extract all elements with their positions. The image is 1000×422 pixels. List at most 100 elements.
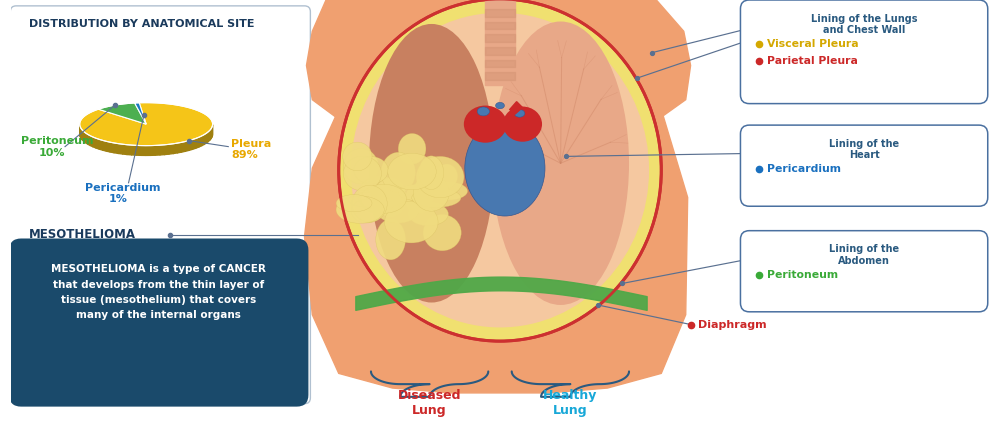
Text: Lining of the
Heart: Lining of the Heart <box>829 139 899 160</box>
Ellipse shape <box>354 157 388 184</box>
Polygon shape <box>485 34 515 42</box>
Polygon shape <box>103 141 106 151</box>
Ellipse shape <box>358 176 401 214</box>
Ellipse shape <box>369 24 494 303</box>
Ellipse shape <box>374 178 406 216</box>
Text: Visceral Pleura: Visceral Pleura <box>767 39 858 49</box>
Ellipse shape <box>376 197 419 223</box>
Polygon shape <box>118 143 123 154</box>
Polygon shape <box>185 141 189 151</box>
Text: Pleura: Pleura <box>231 139 271 149</box>
Polygon shape <box>306 0 691 139</box>
Text: Parietal Pleura: Parietal Pleura <box>767 56 858 65</box>
Ellipse shape <box>336 195 372 212</box>
Polygon shape <box>106 141 110 152</box>
Polygon shape <box>110 142 114 153</box>
Text: Lining of the Lungs
and Chest Wall: Lining of the Lungs and Chest Wall <box>811 14 917 35</box>
Polygon shape <box>199 136 202 147</box>
Polygon shape <box>202 135 204 146</box>
Ellipse shape <box>352 185 387 222</box>
Ellipse shape <box>339 0 661 341</box>
Polygon shape <box>86 133 88 144</box>
Ellipse shape <box>412 188 461 208</box>
Text: Peritoneum: Peritoneum <box>767 270 838 280</box>
Polygon shape <box>123 144 127 154</box>
Text: Peritoneum: Peritoneum <box>21 136 94 146</box>
FancyBboxPatch shape <box>740 125 988 206</box>
Ellipse shape <box>343 142 372 171</box>
Polygon shape <box>485 9 515 16</box>
Polygon shape <box>196 137 199 148</box>
Polygon shape <box>206 132 208 143</box>
Polygon shape <box>150 146 155 155</box>
Ellipse shape <box>376 219 405 260</box>
Text: many of the internal organs: many of the internal organs <box>76 310 241 320</box>
Ellipse shape <box>413 174 449 211</box>
Ellipse shape <box>492 22 629 305</box>
Ellipse shape <box>423 214 461 251</box>
Polygon shape <box>210 129 211 141</box>
Polygon shape <box>164 144 169 154</box>
Ellipse shape <box>496 103 504 109</box>
Polygon shape <box>177 142 181 153</box>
Polygon shape <box>99 139 103 150</box>
Ellipse shape <box>348 192 400 208</box>
Ellipse shape <box>416 157 464 198</box>
Polygon shape <box>141 146 146 155</box>
Polygon shape <box>136 146 141 155</box>
Polygon shape <box>173 143 177 154</box>
Polygon shape <box>485 72 515 80</box>
Text: MESOTHELIOMA is a type of CANCER: MESOTHELIOMA is a type of CANCER <box>51 264 266 274</box>
Text: Diaphragm: Diaphragm <box>698 319 767 330</box>
Polygon shape <box>476 0 522 43</box>
Polygon shape <box>485 47 515 55</box>
Polygon shape <box>96 138 99 149</box>
Text: Healthy
Lung: Healthy Lung <box>543 389 598 417</box>
Ellipse shape <box>405 184 432 213</box>
Ellipse shape <box>477 107 490 116</box>
Text: 1%: 1% <box>109 195 128 204</box>
Polygon shape <box>485 0 515 85</box>
Polygon shape <box>189 140 193 150</box>
Polygon shape <box>204 133 206 144</box>
Ellipse shape <box>336 196 384 223</box>
Ellipse shape <box>398 133 426 164</box>
Ellipse shape <box>464 106 507 143</box>
Text: Pericardium: Pericardium <box>85 183 160 193</box>
Polygon shape <box>90 136 93 147</box>
Text: tissue (mesothelium) that covers: tissue (mesothelium) that covers <box>61 295 256 305</box>
Ellipse shape <box>381 152 415 193</box>
Text: Diseased
Lung: Diseased Lung <box>398 389 461 417</box>
Ellipse shape <box>436 164 457 188</box>
FancyBboxPatch shape <box>740 0 988 104</box>
Text: Lining of the
Abdomen: Lining of the Abdomen <box>829 244 899 266</box>
Text: DISTRIBUTION BY ANATOMICAL SITE: DISTRIBUTION BY ANATOMICAL SITE <box>29 19 254 29</box>
Polygon shape <box>169 144 173 154</box>
Ellipse shape <box>514 110 525 117</box>
Ellipse shape <box>351 199 382 223</box>
Polygon shape <box>155 145 160 155</box>
Polygon shape <box>193 138 196 149</box>
Polygon shape <box>98 103 146 124</box>
FancyBboxPatch shape <box>740 231 988 312</box>
Text: 89%: 89% <box>231 150 258 160</box>
Text: MESOTHELIOMA: MESOTHELIOMA <box>29 228 136 241</box>
Ellipse shape <box>430 182 468 200</box>
Ellipse shape <box>398 185 432 200</box>
Ellipse shape <box>388 153 436 190</box>
Text: 10%: 10% <box>39 149 65 158</box>
Polygon shape <box>114 143 118 154</box>
Polygon shape <box>93 137 96 148</box>
Ellipse shape <box>419 156 444 189</box>
Polygon shape <box>305 109 688 393</box>
Polygon shape <box>160 145 164 155</box>
Polygon shape <box>83 130 84 141</box>
Polygon shape <box>127 145 132 155</box>
Polygon shape <box>146 146 150 155</box>
Polygon shape <box>135 103 146 124</box>
Polygon shape <box>80 103 213 146</box>
Polygon shape <box>88 135 90 146</box>
Ellipse shape <box>409 203 448 226</box>
Ellipse shape <box>343 149 378 184</box>
Ellipse shape <box>503 106 542 142</box>
